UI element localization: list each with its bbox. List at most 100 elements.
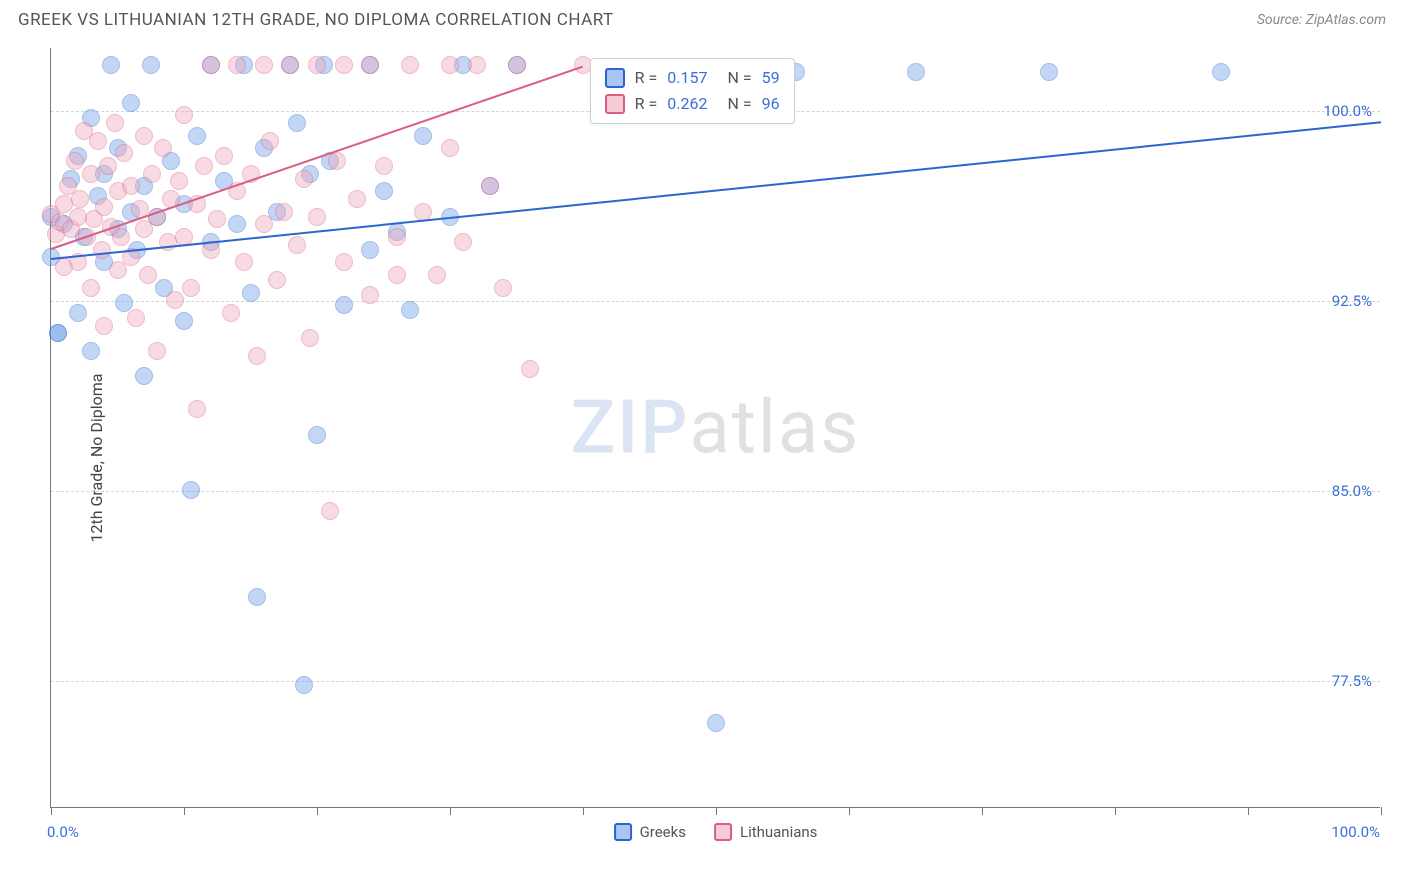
scatter-point [255,56,273,74]
scatter-point [202,56,220,74]
scatter-point [69,304,87,322]
scatter-point [188,127,206,145]
scatter-point [295,676,313,694]
legend-n-value: 96 [762,91,780,117]
scatter-point [122,94,140,112]
scatter-point [907,63,925,81]
scatter-point [71,190,89,208]
scatter-point [301,329,319,347]
scatter-point [288,236,306,254]
scatter-point [215,147,233,165]
y-tick-label: 85.0% [1332,482,1372,500]
legend-swatch [614,823,632,841]
chart-title: GREEK VS LITHUANIAN 12TH GRADE, NO DIPLO… [18,10,614,30]
legend-r-value: 0.157 [667,65,707,91]
y-tick-label: 92.5% [1332,292,1372,310]
scatter-point [401,301,419,319]
watermark: ZIPatlas [571,384,861,471]
y-tick-label: 77.5% [1332,672,1372,690]
scatter-point [66,152,84,170]
bottom-legend-label: Greeks [640,823,686,841]
scatter-point [93,241,111,259]
scatter-point [441,56,459,74]
bottom-legend: Greeks Lithuanians [614,823,818,841]
legend-swatch [714,823,732,841]
scatter-point [361,286,379,304]
scatter-point [99,157,117,175]
scatter-point [148,342,166,360]
scatter-point [255,215,273,233]
x-axis-min-label: 0.0% [47,823,79,841]
scatter-point [1040,63,1058,81]
x-tick [583,807,584,815]
plot-area: ZIPatlas 0.0% 100.0% GreeksLithuanians 7… [50,48,1380,808]
scatter-point [228,56,246,74]
scatter-point [49,324,67,342]
x-tick [51,807,52,815]
trend-line [51,121,1381,260]
scatter-point [388,266,406,284]
scatter-point [248,347,266,365]
legend-n-label: N = [727,65,751,91]
scatter-point [135,367,153,385]
scatter-point [95,317,113,335]
scatter-point [295,170,313,188]
scatter-point [170,172,188,190]
scatter-point [154,139,172,157]
stats-legend-row: R = 0.262N = 96 [605,91,780,117]
x-tick [1381,807,1382,815]
scatter-point [288,114,306,132]
x-axis-max-label: 100.0% [1331,823,1380,841]
scatter-point [361,241,379,259]
scatter-point [281,56,299,74]
y-tick-label: 100.0% [1323,102,1372,120]
scatter-point [361,56,379,74]
gridline-h [51,491,1380,492]
x-tick [1115,807,1116,815]
x-tick [716,807,717,815]
scatter-point [375,157,393,175]
bottom-legend-item: Lithuanians [714,823,817,841]
scatter-point [82,279,100,297]
scatter-point [321,502,339,520]
scatter-point [188,400,206,418]
scatter-point [106,114,124,132]
scatter-point [261,132,279,150]
scatter-point [115,144,133,162]
scatter-point [468,56,486,74]
source-label: Source: ZipAtlas.com [1257,12,1386,28]
scatter-point [166,291,184,309]
scatter-point [414,127,432,145]
bottom-legend-label: Lithuanians [740,823,817,841]
scatter-point [308,56,326,74]
chart-container: 12th Grade, No Diploma ZIPatlas 0.0% 100… [18,48,1388,868]
scatter-point [95,198,113,216]
x-tick [982,807,983,815]
scatter-point [348,190,366,208]
scatter-point [1212,63,1230,81]
scatter-point [122,177,140,195]
scatter-point [275,203,293,221]
legend-n-label: N = [727,91,751,117]
scatter-point [308,426,326,444]
scatter-point [335,56,353,74]
scatter-point [115,294,133,312]
scatter-point [112,228,130,246]
scatter-point [335,296,353,314]
scatter-point [494,279,512,297]
gridline-h [51,681,1380,682]
scatter-point [248,588,266,606]
scatter-point [82,342,100,360]
bottom-legend-item: Greeks [614,823,686,841]
x-tick [1248,807,1249,815]
scatter-point [328,152,346,170]
scatter-point [135,127,153,145]
scatter-point [142,56,160,74]
scatter-point [143,165,161,183]
scatter-point [89,132,107,150]
scatter-point [308,208,326,226]
scatter-point [182,279,200,297]
legend-r-value: 0.262 [667,91,707,117]
scatter-point [175,106,193,124]
scatter-point [242,284,260,302]
